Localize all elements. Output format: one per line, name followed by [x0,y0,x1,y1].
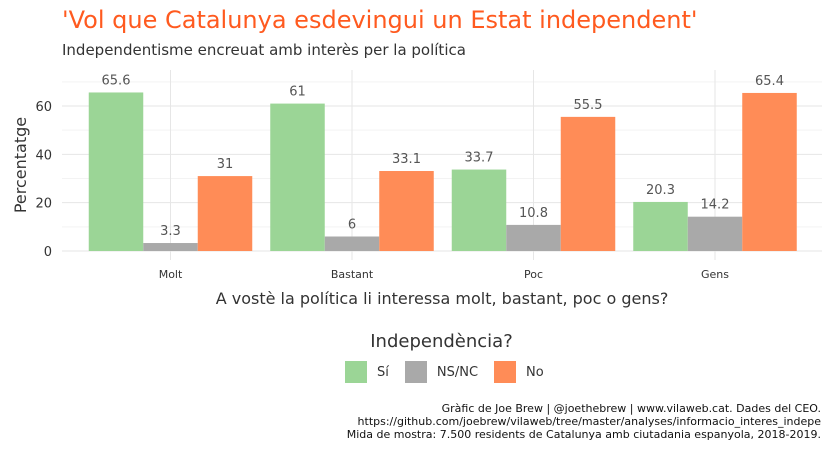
legend-title: Independència? [370,331,513,352]
data-label: 65.4 [755,74,784,89]
legend-item-nsnc: NS/NC [404,361,479,383]
data-label: 20.3 [646,183,675,198]
caption-line-credit: Gràfic de Joe Brew | @joethebrew | www.v… [441,402,821,415]
data-label: 14.2 [701,198,730,213]
y-tick-label: 40 [35,148,52,163]
bar-chart: 65.6 61 33.7 20.3 3.3 6 10.8 14.2 31 33.1 55.5 65.4… [11,70,822,308]
bar [742,92,797,251]
bar [633,201,688,251]
legend-swatch-nsnc [404,361,427,383]
data-label: 31 [217,157,234,172]
data-label: 55.5 [574,98,603,113]
bar [379,171,434,251]
bar [324,236,380,251]
legend-label-nsnc: NS/NC [436,364,479,380]
bars [88,92,797,251]
y-tick-labels: 0 20 40 60 [35,100,52,260]
caption-line-url: https://github.com/joebrew/vilaweb/tree/… [357,415,821,428]
bar [143,243,198,251]
data-label: 61 [289,85,306,100]
chart-subtitle: Independentisme encreuat amb interès per… [62,41,466,59]
x-tick-label: Bastant [331,268,374,281]
data-label: 33.1 [392,152,421,167]
x-axis-label: A vostè la política li interessa molt, b… [216,289,669,308]
chart-title: 'Vol que Catalunya esdevingui un Estat i… [62,6,698,34]
legend-item-si: Sí [345,361,389,383]
legend-item-no: No [494,361,544,383]
legend: Sí NS/NC No [345,361,560,383]
caption-line-sample: Mida de mostra: 7.500 residents de Catal… [346,428,821,441]
caption: Gràfic de Joe Brew | @joethebrew | www.v… [347,402,821,441]
legend-label-no: No [526,364,544,380]
x-tick-label: Poc [524,268,543,281]
legend-label-si: Sí [377,364,389,380]
y-tick-label: 20 [35,197,52,212]
bar [88,92,144,251]
legend-swatch-si [345,361,367,383]
x-tick-label: Molt [159,268,183,281]
data-label: 10.8 [519,206,548,221]
data-label: 33.7 [465,151,494,166]
value-labels: 65.6 61 33.7 20.3 3.3 6 10.8 14.2 31 33.1 55.5 65.4 [102,73,784,239]
y-tick-label: 60 [35,100,52,115]
data-label: 6 [348,218,356,233]
data-label: 65.6 [102,73,131,88]
data-label: 3.3 [160,224,181,239]
bar [451,169,507,251]
bar [560,116,616,251]
bar [687,216,743,251]
legend-swatch-no [494,361,517,383]
y-tick-label: 0 [44,245,52,260]
y-axis-label: Percentatge [11,117,30,213]
bar [270,103,325,251]
x-tick-labels: Molt Bastant Poc Gens [159,268,730,281]
bar [506,224,561,251]
bar [197,176,253,251]
x-tick-label: Gens [701,268,729,281]
